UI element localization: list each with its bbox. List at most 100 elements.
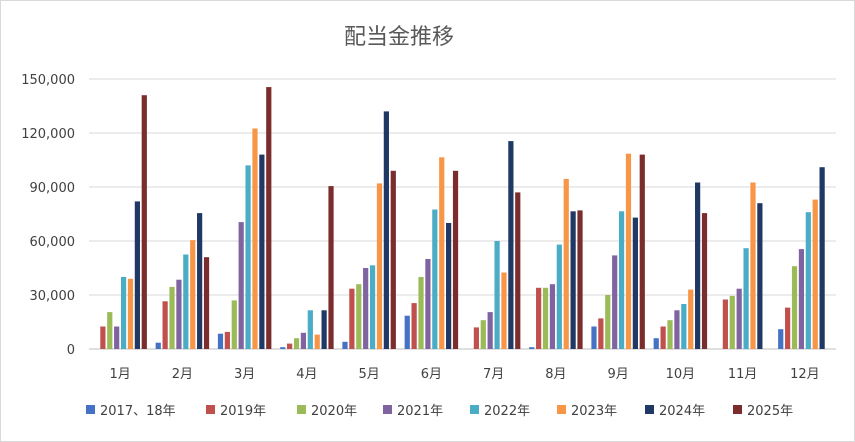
bar (383, 111, 389, 350)
legend-item: 2024年 (645, 404, 705, 419)
legend-swatch (470, 405, 479, 414)
bar (224, 331, 230, 349)
bar (245, 165, 251, 349)
bar (134, 201, 140, 349)
bar (321, 310, 327, 349)
bar (632, 217, 638, 349)
bar (363, 268, 369, 349)
bar (183, 254, 189, 349)
x-tick-label: 6月 (421, 367, 442, 382)
bar (390, 170, 396, 349)
bar (252, 128, 258, 349)
bar (349, 288, 355, 349)
x-tick-label: 5月 (358, 367, 379, 382)
legend-item: 2021年 (383, 404, 443, 419)
x-tick-label: 7月 (483, 367, 504, 382)
bar (667, 320, 673, 349)
bar (812, 199, 818, 349)
bar (404, 315, 410, 349)
bar (169, 286, 175, 349)
bar (127, 278, 134, 349)
legend-label: 2020年 (311, 404, 357, 419)
bar (515, 192, 521, 349)
bar (446, 223, 452, 349)
bar (577, 210, 583, 349)
legend-item: 2022年 (470, 404, 530, 419)
bar (197, 213, 203, 349)
legend-label: 2022年 (484, 404, 530, 419)
bar (203, 257, 210, 349)
bar (549, 284, 556, 349)
bar (529, 347, 535, 349)
x-tick-label: 9月 (607, 367, 628, 382)
legend-label: 2019年 (220, 404, 266, 419)
bar (425, 259, 431, 349)
y-tick-label: 150,000 (21, 73, 75, 88)
bar (605, 295, 611, 349)
chart-title: 配当金推移 (344, 25, 454, 50)
legend-swatch (557, 405, 566, 414)
bar (439, 157, 445, 349)
bar (625, 153, 632, 349)
bar (369, 265, 376, 349)
x-tick-label: 1月 (109, 367, 130, 382)
bar (494, 241, 500, 349)
bar (190, 240, 196, 349)
bar (328, 186, 334, 349)
bar (791, 266, 798, 349)
bar (418, 277, 424, 349)
bar (639, 154, 645, 349)
y-tick-label: 30,000 (30, 289, 76, 304)
x-axis-ticks: 1月 2月 3月 4月 5月 6月 7月 8月 9月 10月 11月 12月 (109, 367, 819, 382)
bar (743, 248, 749, 349)
y-tick-label: 0 (67, 343, 75, 358)
bar (473, 327, 479, 349)
legend-item: 2020年 (297, 404, 357, 419)
bar (695, 182, 701, 349)
bar (660, 326, 666, 349)
bar (411, 303, 417, 349)
bar (356, 284, 362, 349)
bar (612, 255, 618, 349)
bar (688, 289, 694, 349)
bar (432, 209, 438, 349)
bar (729, 295, 735, 349)
bar (591, 326, 597, 349)
bar (307, 310, 313, 349)
bar (231, 300, 237, 349)
bar (300, 332, 307, 349)
bar (778, 329, 784, 349)
bar (487, 312, 493, 349)
legend-label: 2021年 (397, 404, 443, 419)
legend-swatch (645, 405, 654, 414)
y-axis-ticks: 0 30,000 60,000 90,000 120,000 150,000 (21, 73, 75, 358)
bar (259, 154, 265, 349)
bar (238, 222, 244, 349)
bar (162, 301, 168, 349)
bars (100, 87, 825, 350)
bar (141, 95, 147, 349)
x-tick-label: 2月 (172, 367, 193, 382)
bar (508, 141, 514, 349)
bar (176, 279, 182, 349)
bar (722, 299, 728, 349)
bar (750, 182, 756, 349)
y-tick-label: 60,000 (30, 235, 76, 250)
bar (100, 326, 106, 349)
bar (757, 203, 763, 349)
x-tick-label: 4月 (296, 367, 317, 382)
bar (570, 211, 576, 349)
legend-swatch (86, 405, 95, 414)
legend-swatch (297, 405, 306, 414)
bar (314, 334, 320, 349)
x-tick-label: 11月 (728, 367, 758, 382)
bar (536, 287, 542, 349)
bar (618, 211, 625, 349)
bar (598, 318, 604, 349)
legend-item: 2023年 (557, 404, 617, 419)
legend-swatch (733, 405, 742, 414)
bar (556, 244, 562, 349)
legend-item: 2025年 (733, 404, 793, 419)
